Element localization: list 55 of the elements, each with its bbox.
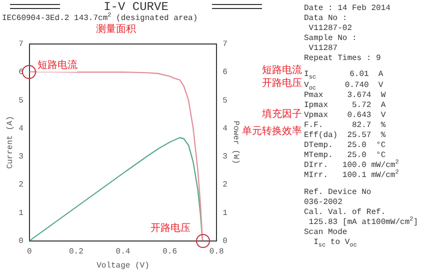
y-tick-label: 5	[18, 96, 24, 106]
text: 125.83 [mA at100mW/cm$^{2}$]	[308, 215, 418, 228]
y2-axis-title: Power (W)	[231, 120, 240, 164]
text: V$_{oc}$ 0.740 V	[304, 81, 384, 92]
y2-tick-label: 3	[222, 152, 228, 162]
text: I$_{sc}$ 6.01 A	[304, 70, 384, 81]
text: Vpmax 0.643 V	[304, 111, 386, 121]
text: MIrr. 100.1 mW/cm$^{2}$	[304, 168, 399, 181]
text: Sample No :	[304, 34, 357, 44]
y-tick-label: 1	[18, 208, 24, 218]
text: Cal. Val. of Ref.	[304, 208, 386, 218]
text: V11287	[308, 44, 338, 54]
x-tick-label: 0.2	[68, 248, 84, 257]
text: 填充因子	[262, 109, 302, 121]
x-tick-label: 0.4	[116, 248, 130, 257]
text: DIrr. 100.0 mW/cm$^{2}$	[304, 158, 399, 170]
text: Ref. Device No	[304, 188, 372, 198]
chart-subtitle: IEC60904-3Ed.2 143.7cm$^{2}$ (designated area)	[2, 11, 198, 23]
text: Data No :	[304, 14, 348, 24]
y2-tick-label: 5	[222, 96, 228, 106]
text: Eff(da) 25.57 %	[304, 131, 386, 141]
y-tick-label: 2	[18, 180, 24, 190]
x-tick-label: 0.8	[209, 248, 224, 257]
y2-tick-label: 7	[222, 40, 228, 50]
x-tick-label: 0	[26, 248, 32, 257]
x-tick-label: 0.6	[162, 248, 178, 257]
text: F.F. 82.7 %	[304, 121, 386, 131]
text: MTemp. 25.0 °C	[304, 151, 386, 161]
text: 开路电压	[262, 78, 302, 90]
text: 036-2002	[304, 198, 342, 208]
y2-tick-label: 0	[222, 236, 228, 246]
y-tick-label: 4	[18, 124, 24, 134]
text: 短路电流	[262, 65, 302, 77]
chart-title: I-V CURVE	[102, 0, 170, 14]
y-tick-label: 3	[18, 152, 24, 162]
y2-tick-label: 2	[222, 180, 228, 190]
y-tick-label: 0	[18, 236, 24, 246]
y-tick-label: 7	[18, 40, 24, 50]
text: 单元转换效率	[242, 126, 302, 138]
y2-tick-label: 1	[222, 208, 228, 218]
text: DTemp. 25.0 °C	[304, 141, 386, 151]
y2-tick-label: 6	[222, 68, 228, 78]
y-axis-title: Current (A)	[6, 116, 15, 169]
text: 测量面积	[96, 24, 136, 36]
text: I$_{sc}$ to V$_{oc}$	[312, 238, 357, 249]
x-axis-title: Voltage (V)	[96, 261, 150, 270]
y2-tick-label: 4	[222, 124, 228, 134]
annotation: 短路电流	[37, 58, 78, 72]
text: V11287-02	[308, 24, 352, 34]
text: Ipmax 5.72 A	[304, 101, 386, 111]
text: Date : 14 Feb 2014	[304, 4, 390, 14]
text: Pmax 3.674 W	[304, 91, 386, 101]
text: Repeat Times : 9	[304, 54, 381, 64]
text: Scan Mode	[304, 228, 348, 238]
annotation: 开路电压	[150, 220, 191, 235]
